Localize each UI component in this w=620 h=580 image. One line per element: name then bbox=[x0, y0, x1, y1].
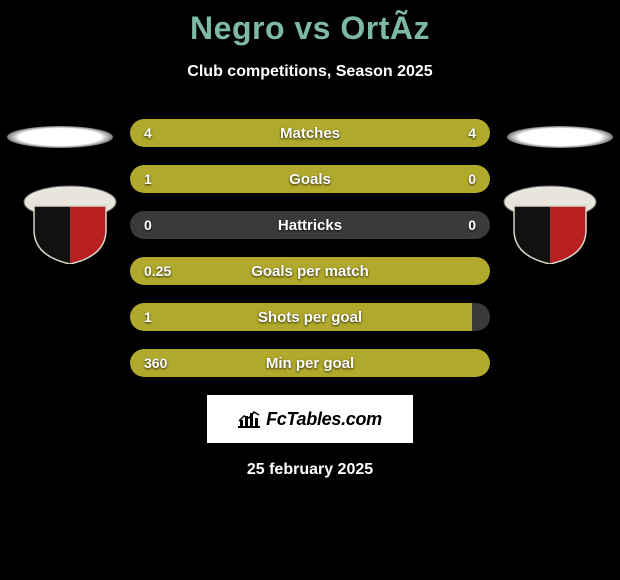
stat-label: Hattricks bbox=[130, 211, 490, 239]
stats-container: 44Matches10Goals00Hattricks0.25Goals per… bbox=[130, 119, 490, 377]
club-crest-left: C.A. COLON bbox=[20, 180, 120, 264]
stat-value-right: 0 bbox=[468, 211, 476, 239]
page-title: Negro vs OrtÃ­z bbox=[0, 0, 620, 47]
stat-row: 1Shots per goal bbox=[130, 303, 490, 331]
bar-left bbox=[130, 119, 310, 147]
subtitle: Club competitions, Season 2025 bbox=[0, 63, 620, 81]
stat-value-right: 0 bbox=[468, 165, 476, 193]
date-label: 25 february 2025 bbox=[0, 461, 620, 479]
stat-row: 0.25Goals per match bbox=[130, 257, 490, 285]
stat-row: 10Goals bbox=[130, 165, 490, 193]
watermark-text: FcTables.com bbox=[266, 409, 382, 430]
avatar-shadow-right bbox=[507, 126, 613, 148]
chart-icon bbox=[238, 410, 260, 428]
watermark-badge: FcTables.com bbox=[207, 395, 413, 443]
stat-value-left: 0 bbox=[144, 211, 152, 239]
stat-value-left: 1 bbox=[144, 303, 152, 331]
avatar-shadow-left bbox=[7, 126, 113, 148]
bar-left bbox=[130, 165, 393, 193]
stat-value-right: 4 bbox=[468, 119, 476, 147]
stat-value-left: 1 bbox=[144, 165, 152, 193]
bar-left bbox=[130, 349, 490, 377]
stat-value-left: 360 bbox=[144, 349, 167, 377]
stat-row: 44Matches bbox=[130, 119, 490, 147]
player-right-name: OrtÃ­z bbox=[340, 10, 430, 46]
bar-left bbox=[130, 303, 472, 331]
stat-value-left: 4 bbox=[144, 119, 152, 147]
stat-row: 0 0Hattricks bbox=[130, 211, 490, 239]
stat-value-left: 0.25 bbox=[144, 257, 171, 285]
club-crest-right: C.A. COLON bbox=[500, 180, 600, 264]
vs-separator: vs bbox=[294, 10, 331, 46]
player-left-name: Negro bbox=[190, 10, 285, 46]
bar-left bbox=[130, 257, 490, 285]
bar-right bbox=[310, 119, 490, 147]
stat-row: 360Min per goal bbox=[130, 349, 490, 377]
